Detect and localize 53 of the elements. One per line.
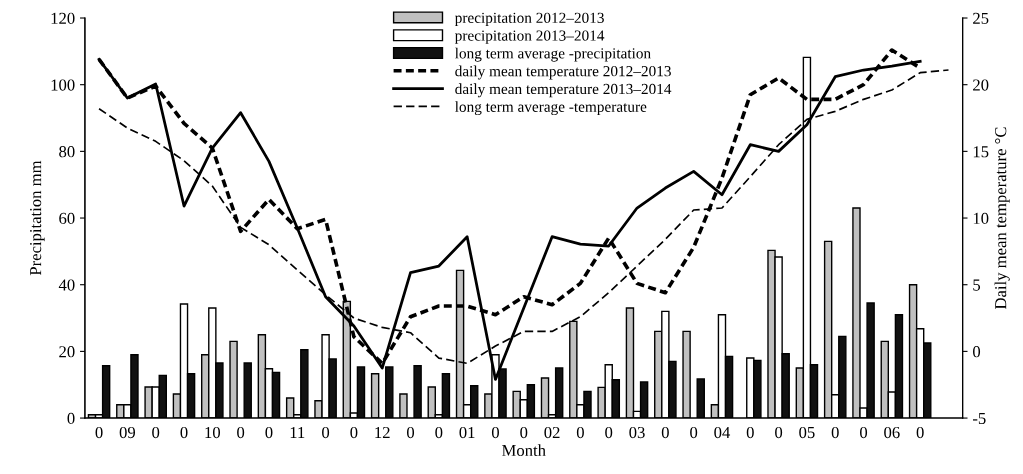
x-tick-label: 0 [237,426,245,439]
legend-label: precipitation 2012–2013 [454,12,604,27]
y-tick-label: 60 [59,212,75,224]
x-tick-label: 10 [205,426,221,439]
x-tick-label: 0 [916,426,924,439]
y2-tick-label: 25 [973,12,989,24]
x-tick-label: 05 [799,426,815,439]
y2-tick-label: 20 [973,79,989,91]
x-tick-label: 09 [119,426,136,439]
y-tick-label: 40 [58,279,75,291]
x-tick-label: 0 [406,426,415,439]
x-tick-label: 0 [180,426,188,439]
x-tick-label: 04 [714,426,731,439]
x-tick-label: 0 [605,426,613,439]
legend-label: long term average -temperature [455,101,647,116]
x-tick-label: 11 [290,426,305,438]
y2-tick-label: 5 [973,279,981,291]
x-tick-label: 0 [322,426,330,439]
y-tick-label: 0 [67,412,75,425]
x-tick-label: 0 [746,426,754,439]
y2-tick-label: 15 [973,146,989,158]
x-tick-label: 01 [459,426,475,439]
legend-label: daily mean temperature 2012–2013 [455,65,671,80]
legend-label: long term average -precipitation [455,47,651,62]
x-tick-label: 0 [775,426,783,439]
x-tick-label: 0 [152,426,160,439]
y2-axis-title: Daily mean temperature °C [994,127,1010,310]
y-tick-label: 120 [51,12,75,24]
x-tick-label: 06 [884,426,900,439]
y-axis-title: Precipitation mm [30,160,45,276]
x-tick-label: 0 [491,426,499,439]
x-tick-label: 12 [375,426,390,438]
x-tick-label: 0 [661,426,669,439]
legend-label: daily mean temperature 2013–2014 [455,83,672,98]
x-tick-label: 0 [860,426,868,439]
x-tick-label: 0 [350,426,358,439]
x-tick-label: 0 [690,426,698,439]
y2-tick-label: -5 [972,412,986,425]
x-tick-label: 0 [831,426,839,439]
x-tick-label: 03 [629,426,645,439]
y2-tick-label: 0 [973,346,981,358]
y-tick-label: 80 [59,146,75,158]
x-tick-label: 0 [265,426,273,439]
x-tick-label: 02 [544,426,560,439]
y-tick-label: 100 [51,79,75,91]
x-tick-label: 0 [95,426,103,439]
legend-label: precipitation 2013–2014 [454,30,605,44]
x-tick-label: 0 [435,426,443,439]
y-tick-label: 20 [59,346,75,358]
y2-tick-label: 10 [973,212,989,224]
x-tick-label: 0 [576,426,584,439]
x-tick-label: 0 [520,426,528,439]
x-axis-title: Month [502,444,546,457]
